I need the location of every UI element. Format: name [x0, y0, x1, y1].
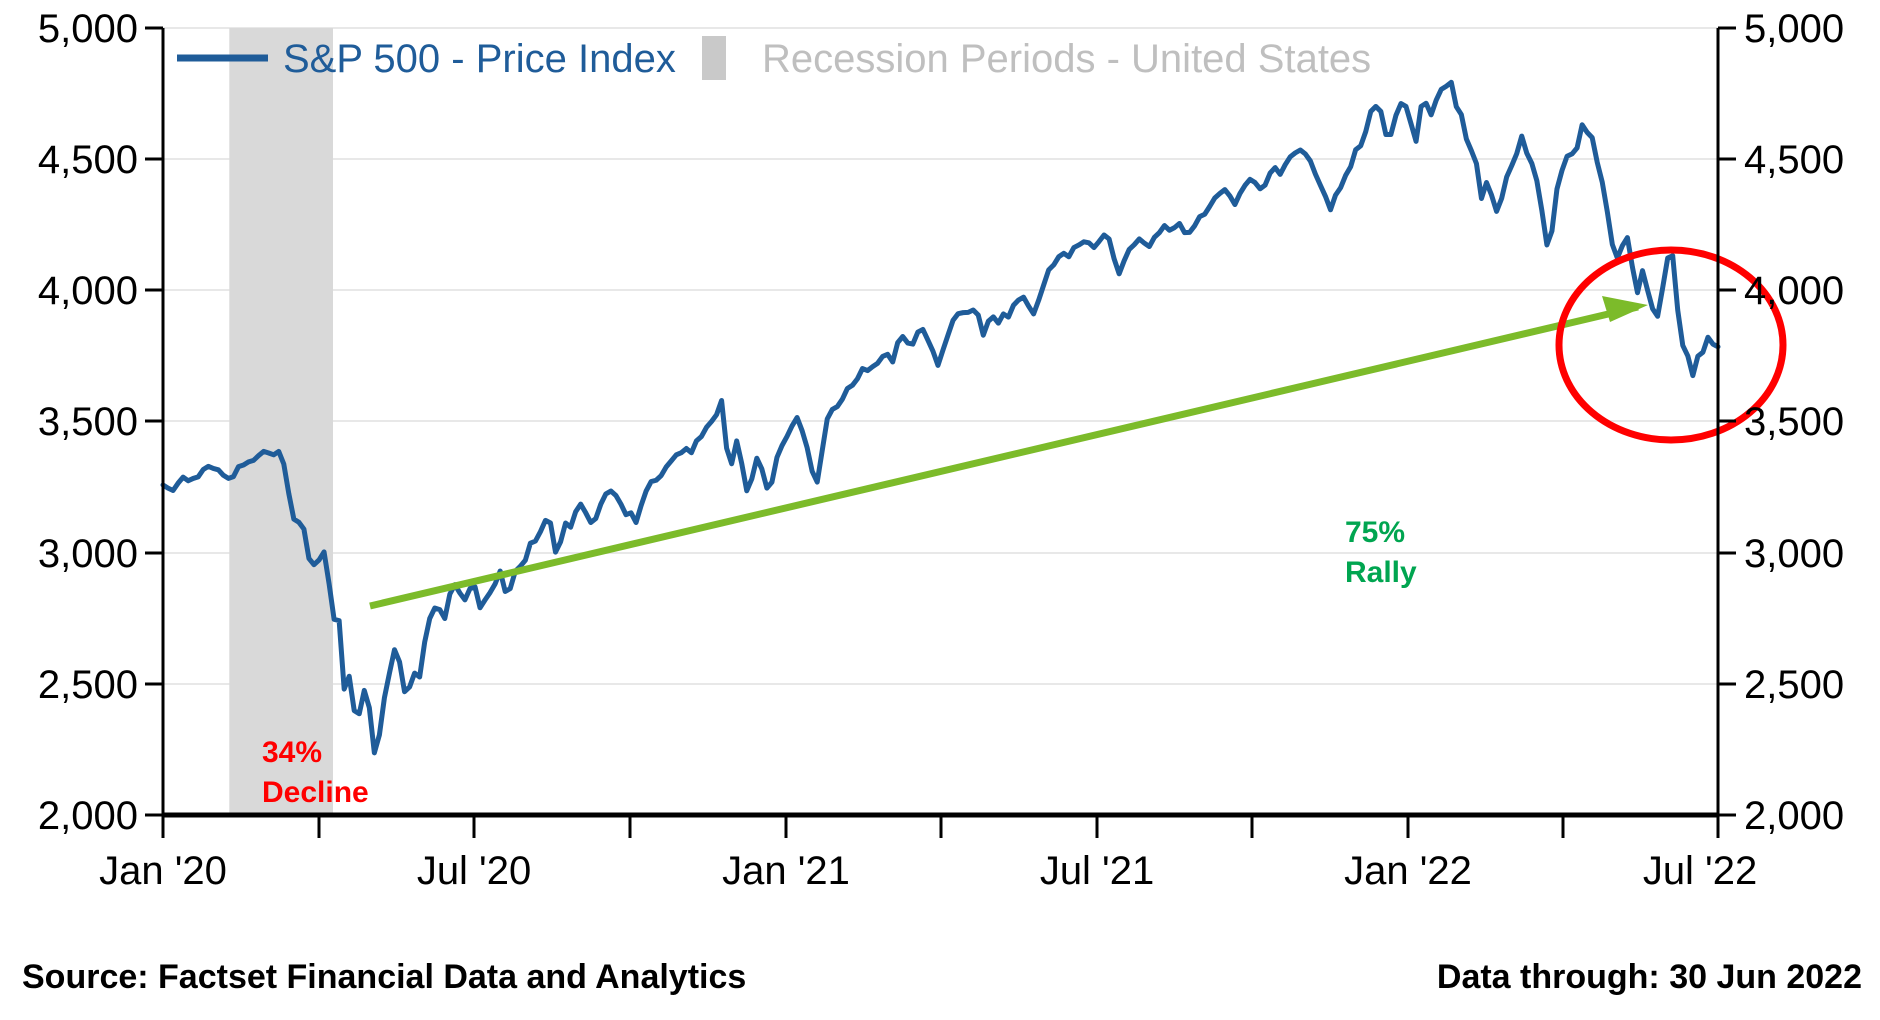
rally-arrow-shaft [369, 303, 1639, 610]
annotation-decline-label: Decline [262, 776, 369, 809]
y-tick-label-right-3000: 3,000 [1744, 532, 1844, 576]
annotation-decline: 34% Decline [262, 736, 369, 809]
annotation-decline-value: 34% [262, 736, 322, 769]
y-tick-label-left-2500: 2,500 [38, 663, 138, 707]
legend-square-swatch-icon [702, 36, 726, 80]
y-tick-label-right-3500: 3,500 [1744, 400, 1844, 444]
chart-footer: Source: Factset Financial Data and Analy… [22, 958, 1862, 996]
footer-data-through: Data through: 30 Jun 2022 [1437, 958, 1862, 996]
y-axis-right-labels: 5,000 4,500 4,000 3,500 3,000 2,500 2,00… [1744, 7, 1844, 838]
y-tick-label-right-2000: 2,000 [1744, 794, 1844, 838]
y-tick-label-right-5000: 5,000 [1744, 7, 1844, 51]
rally-arrow-head [1602, 296, 1648, 322]
footer-source: Source: Factset Financial Data and Analy… [22, 958, 746, 996]
highlight-ellipse [1555, 246, 1787, 444]
y-axis-right-ticks [1718, 26, 1736, 817]
x-tick-label-jul22: Jul '22 [1643, 849, 1757, 893]
chart-legend: S&P 500 - Price Index Recession Periods … [177, 36, 1371, 81]
sp500-price-line [160, 79, 1721, 756]
x-tick-label-jan22: Jan '22 [1344, 849, 1472, 893]
annotation-rally: 75% Rally [1345, 516, 1417, 589]
y-tick-label-left-3000: 3,000 [38, 532, 138, 576]
y-tick-label-left-4500: 4,500 [38, 138, 138, 182]
legend-label-series: S&P 500 - Price Index [283, 37, 676, 81]
x-axis-ticks [161, 815, 1720, 838]
y-tick-label-left-4000: 4,000 [38, 269, 138, 313]
y-tick-label-left-2000: 2,000 [38, 794, 138, 838]
y-tick-label-right-4000: 4,000 [1744, 269, 1844, 313]
annotation-rally-label: Rally [1345, 556, 1417, 589]
y-tick-label-left-3500: 3,500 [38, 400, 138, 444]
annotation-rally-value: 75% [1345, 516, 1405, 549]
recession-period-band [229, 28, 333, 815]
y-axis-left-ticks [145, 26, 163, 817]
y-axis-left-labels: 5,000 4,500 4,000 3,500 3,000 2,500 2,00… [38, 7, 138, 838]
legend-label-recession: Recession Periods - United States [762, 37, 1371, 81]
x-tick-label-jul20: Jul '20 [417, 849, 531, 893]
rally-arrow [369, 296, 1648, 610]
x-axis-labels: Jan '20 Jul '20 Jan '21 Jul '21 Jan '22 … [99, 849, 1757, 893]
x-tick-label-jan20: Jan '20 [99, 849, 227, 893]
y-tick-label-right-4500: 4,500 [1744, 138, 1844, 182]
x-tick-label-jan21: Jan '21 [722, 849, 850, 893]
gridlines-horizontal [163, 27, 1718, 685]
y-tick-label-left-5000: 5,000 [38, 7, 138, 51]
y-tick-label-right-2500: 2,500 [1744, 663, 1844, 707]
x-tick-label-jul21: Jul '21 [1040, 849, 1154, 893]
